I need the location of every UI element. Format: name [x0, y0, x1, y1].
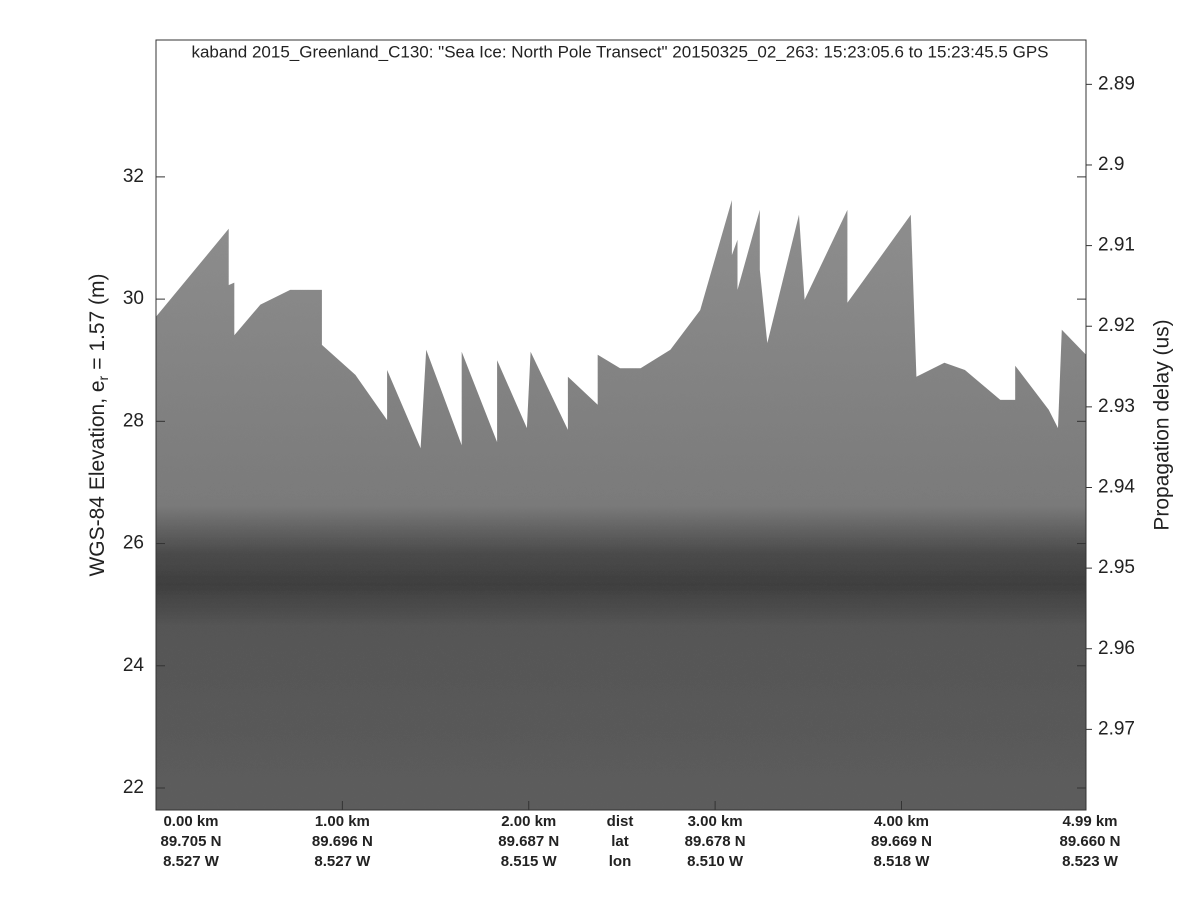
plot-area	[156, 200, 1086, 811]
y-tick-label: 32	[123, 166, 144, 187]
echogram-image	[156, 200, 1086, 811]
y2-tick-label: 2.95	[1098, 557, 1135, 578]
y2-tick-label: 2.91	[1098, 235, 1135, 256]
y2-tick-label: 2.92	[1098, 315, 1135, 336]
lat-label: 89.705 N	[161, 833, 222, 850]
x-tick-label: 0.00 km	[163, 813, 218, 830]
y2-axis-label: Propagation delay (us)	[1151, 319, 1174, 530]
lat-label: 89.687 N	[498, 833, 559, 850]
y-axis-label: WGS-84 Elevation, er = 1.57 (m)	[86, 273, 111, 576]
x-tick-label: 4.99 km	[1062, 813, 1117, 830]
lon-label: 8.510 W	[687, 853, 744, 870]
y2-tick-label: 2.97	[1098, 718, 1135, 739]
lat-label: 89.660 N	[1060, 833, 1121, 850]
lon-label: 8.518 W	[874, 853, 931, 870]
y2-tick-label: 2.93	[1098, 396, 1135, 417]
y-tick-label: 26	[123, 533, 144, 554]
y2-tick-label: 2.89	[1098, 73, 1135, 94]
lon-label: 8.515 W	[501, 853, 558, 870]
y2-tick-label: 2.9	[1098, 154, 1124, 175]
lat-label: 89.678 N	[685, 833, 746, 850]
row-label: dist	[607, 813, 634, 830]
y-label-main: WGS-84 Elevation, e	[86, 380, 109, 576]
x-tick-label: 2.00 km	[501, 813, 556, 830]
y-label-rest: = 1.57 (m)	[86, 273, 109, 369]
y-label-sub: r	[95, 375, 111, 380]
y2-tick-label: 2.94	[1098, 477, 1135, 498]
lon-label: 8.523 W	[1062, 853, 1119, 870]
x-tick-label: 1.00 km	[315, 813, 370, 830]
y-tick-label: 24	[123, 655, 145, 676]
x-tick-label: 4.00 km	[874, 813, 929, 830]
lat-label: 89.669 N	[871, 833, 932, 850]
y-tick-label: 28	[123, 410, 144, 431]
y2-tick-label: 2.96	[1098, 638, 1135, 659]
chart-title: kaband 2015_Greenland_C130: "Sea Ice: No…	[191, 42, 1048, 61]
axes-box	[155, 39, 1087, 811]
row-label: lon	[609, 853, 632, 870]
y-tick-label: 22	[123, 777, 144, 798]
row-label: lat	[611, 833, 629, 850]
lon-label: 8.527 W	[314, 853, 371, 870]
x-tick-label: 3.00 km	[688, 813, 743, 830]
lon-label: 8.527 W	[163, 853, 220, 870]
y-tick-label: 30	[123, 288, 144, 309]
lat-label: 89.696 N	[312, 833, 373, 850]
